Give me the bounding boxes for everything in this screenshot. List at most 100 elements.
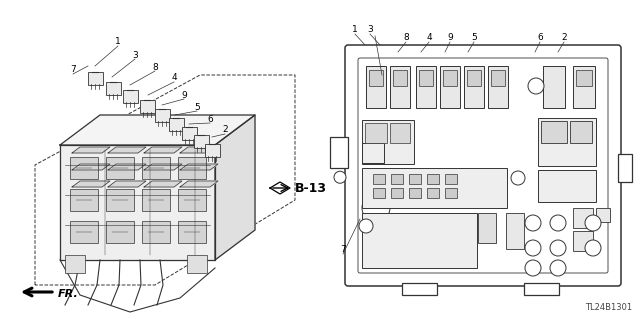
Bar <box>142 221 170 243</box>
Circle shape <box>511 171 525 185</box>
Bar <box>409 188 421 198</box>
Circle shape <box>585 215 601 231</box>
Bar <box>390 123 410 143</box>
Bar <box>541 121 567 143</box>
Bar <box>106 82 121 95</box>
Polygon shape <box>144 181 182 187</box>
Bar <box>506 213 524 249</box>
Text: 8: 8 <box>403 33 409 42</box>
Bar <box>467 70 481 86</box>
Circle shape <box>550 240 566 256</box>
Bar <box>182 127 197 140</box>
Polygon shape <box>72 147 110 153</box>
Circle shape <box>528 78 544 94</box>
Polygon shape <box>60 115 255 145</box>
Polygon shape <box>108 181 146 187</box>
Bar <box>393 70 407 86</box>
Bar <box>362 213 477 268</box>
Circle shape <box>334 171 346 183</box>
Bar <box>330 137 348 168</box>
Text: 3: 3 <box>132 50 138 60</box>
Bar <box>187 255 207 273</box>
Bar <box>169 118 184 131</box>
Bar <box>178 221 206 243</box>
Bar <box>106 157 134 179</box>
Bar <box>362 143 384 163</box>
Bar <box>155 109 170 122</box>
Polygon shape <box>144 147 182 153</box>
Bar <box>123 90 138 103</box>
Text: 1: 1 <box>352 26 358 34</box>
Circle shape <box>525 260 541 276</box>
Bar <box>140 100 155 113</box>
Text: 6: 6 <box>207 115 213 123</box>
Bar <box>70 189 98 211</box>
Text: 6: 6 <box>537 33 543 42</box>
Polygon shape <box>144 164 182 170</box>
Polygon shape <box>180 164 218 170</box>
Bar <box>106 189 134 211</box>
Bar <box>573 66 595 108</box>
Bar <box>402 283 437 295</box>
Polygon shape <box>72 164 110 170</box>
Bar <box>373 174 385 184</box>
Circle shape <box>550 215 566 231</box>
Text: 2: 2 <box>561 33 567 42</box>
Text: 9: 9 <box>447 33 453 42</box>
Bar <box>362 120 414 164</box>
Polygon shape <box>180 147 218 153</box>
Text: 4: 4 <box>171 73 177 83</box>
Bar <box>464 66 484 108</box>
Text: 1: 1 <box>115 38 121 47</box>
Bar <box>390 66 410 108</box>
Circle shape <box>525 215 541 231</box>
Circle shape <box>525 240 541 256</box>
Bar <box>65 255 85 273</box>
Polygon shape <box>270 182 290 194</box>
Bar <box>391 188 403 198</box>
Bar <box>194 135 209 148</box>
Text: 2: 2 <box>222 125 228 135</box>
Bar <box>365 123 387 143</box>
Bar <box>142 189 170 211</box>
Bar <box>570 121 592 143</box>
Bar <box>106 221 134 243</box>
Bar <box>488 66 508 108</box>
Circle shape <box>359 219 373 233</box>
FancyBboxPatch shape <box>345 45 621 286</box>
Text: 7: 7 <box>340 246 346 255</box>
Bar <box>70 157 98 179</box>
Bar <box>618 154 632 182</box>
Bar <box>443 70 457 86</box>
Polygon shape <box>180 181 218 187</box>
Circle shape <box>362 194 390 222</box>
Bar <box>427 174 439 184</box>
Bar <box>478 213 496 243</box>
Bar <box>88 72 103 85</box>
Bar <box>576 70 592 86</box>
Bar <box>596 208 610 222</box>
Polygon shape <box>60 145 215 260</box>
Bar <box>491 70 505 86</box>
Text: FR.: FR. <box>58 289 79 299</box>
Bar <box>445 174 457 184</box>
Bar <box>70 221 98 243</box>
Text: 3: 3 <box>367 26 373 34</box>
Bar <box>205 144 220 157</box>
Bar <box>369 70 383 86</box>
Polygon shape <box>215 115 255 260</box>
Bar <box>419 70 433 86</box>
Polygon shape <box>108 164 146 170</box>
Text: 9: 9 <box>181 91 187 100</box>
Bar <box>178 157 206 179</box>
Bar <box>573 208 593 228</box>
Bar <box>538 118 596 166</box>
Bar <box>366 66 386 108</box>
Bar <box>391 174 403 184</box>
Bar <box>416 66 436 108</box>
Text: TL24B1301: TL24B1301 <box>585 303 632 313</box>
Polygon shape <box>108 147 146 153</box>
Text: 5: 5 <box>471 33 477 42</box>
Text: 4: 4 <box>426 33 432 42</box>
Bar <box>543 66 565 108</box>
